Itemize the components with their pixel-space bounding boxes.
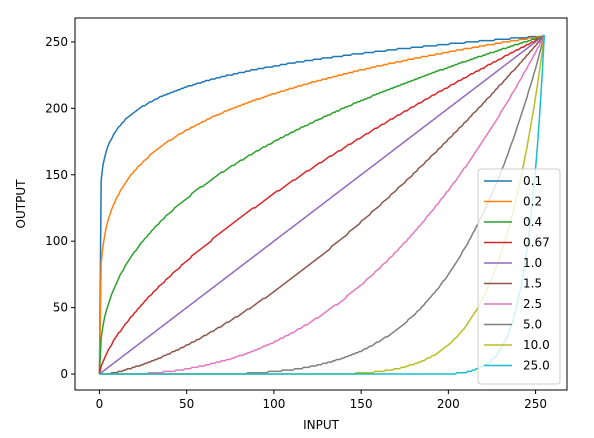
legend-label: 0.67: [523, 236, 550, 250]
x-tick-label: 250: [524, 397, 547, 411]
legend-label: 25.0: [523, 359, 550, 373]
legend-items: 0.1 0.2 0.4 0.67 1.0 1.5 2.5 5.0 10.0 25.0: [484, 174, 550, 373]
x-axis: 0 50 100 150 200 250: [96, 390, 547, 411]
series-line-1-5: [99, 34, 545, 375]
x-tick-label: 0: [96, 397, 104, 411]
x-axis-label: INPUT: [303, 418, 340, 432]
series-line-1-0: [98, 34, 545, 375]
y-tick-label: 150: [45, 168, 68, 182]
legend-label: 0.2: [523, 195, 542, 209]
series-line-25-0: [99, 35, 546, 375]
legend-label: 1.0: [523, 256, 542, 270]
series-line-0-4: [98, 34, 545, 375]
legend-label: 10.0: [523, 338, 550, 352]
y-tick-label: 50: [53, 301, 68, 315]
legend-label: 0.4: [523, 215, 542, 229]
x-tick-label: 50: [179, 397, 194, 411]
legend-label: 5.0: [523, 318, 542, 332]
series-line-0-2: [98, 34, 545, 375]
legend-label: 2.5: [523, 297, 542, 311]
series-line-0-1: [98, 34, 545, 375]
legend-label: 1.5: [523, 277, 542, 291]
y-tick-label: 0: [60, 367, 68, 381]
legend-label: 0.1: [523, 174, 542, 188]
legend: 0.1 0.2 0.4 0.67 1.0 1.5 2.5 5.0 10.0 25.0: [477, 168, 561, 385]
plot-frame: [74, 17, 568, 391]
y-tick-label: 250: [45, 35, 68, 49]
y-tick-label: 100: [45, 234, 68, 248]
y-tick-label: 200: [45, 101, 68, 115]
x-tick-label: 150: [350, 397, 373, 411]
y-axis-label: OUTPUT: [14, 179, 28, 229]
x-tick-label: 200: [437, 397, 460, 411]
series-line-2-5: [99, 34, 546, 375]
x-tick-label: 100: [262, 397, 285, 411]
series-line-0-67: [98, 34, 545, 375]
y-axis: 0 50 100 150 200 250: [45, 35, 75, 381]
series-layer: [98, 34, 546, 375]
